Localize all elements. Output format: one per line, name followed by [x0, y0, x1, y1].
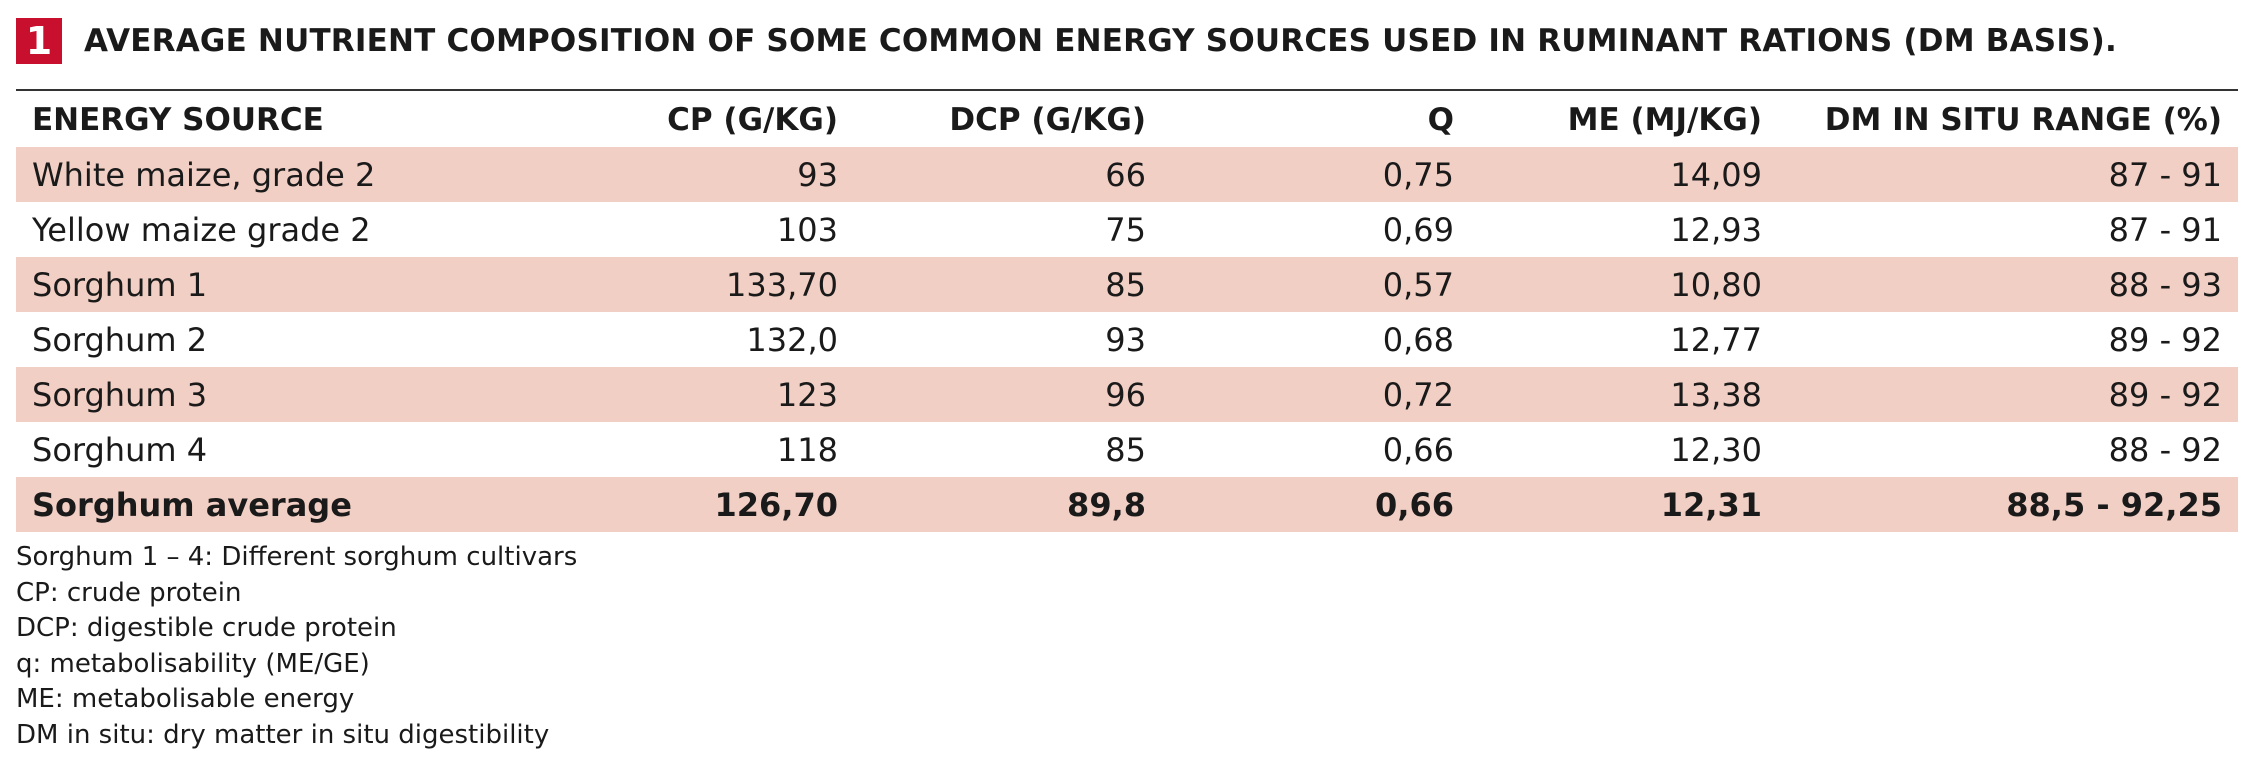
cell-q: 0,66: [1162, 477, 1470, 532]
footnote: q: metabolisability (ME/GE): [16, 648, 370, 679]
column-header-energy-source: ENERGY SOURCE: [32, 101, 324, 138]
cell-me: 10,80: [1470, 257, 1778, 312]
cell-cp: 133,70: [576, 257, 854, 312]
cell-cp: 126,70: [576, 477, 854, 532]
cell-dcp: 89,8: [854, 477, 1162, 532]
cell-dm-in-situ: 88,5 - 92,25: [1778, 477, 2238, 532]
cell-dm-in-situ: 89 - 92: [2108, 320, 2222, 359]
cell-me: 12,93: [1670, 210, 1762, 249]
footnote: CP: crude protein: [16, 577, 242, 608]
cell-q: 0,66: [1382, 430, 1454, 469]
footnote: ME: metabolisable energy: [16, 684, 355, 714]
column-header-dm-in-situ: DM IN SITU RANGE (%): [1824, 101, 2222, 138]
cell-dcp: 85: [854, 257, 1162, 312]
cell-energy-source: Sorghum average: [16, 477, 576, 532]
cell-dm-in-situ: 88 - 93: [1778, 257, 2238, 312]
column-header-dcp: DCP (G/KG): [949, 101, 1146, 138]
cell-dcp: 85: [1105, 430, 1146, 469]
cell-dcp: 93: [1105, 320, 1146, 359]
cell-cp: 103: [776, 210, 838, 249]
cell-q: 0,69: [1382, 210, 1454, 249]
cell-dm-in-situ: 87 - 91: [2108, 210, 2222, 249]
cell-cp: 118: [776, 430, 838, 469]
cell-dm-in-situ: 89 - 92: [1778, 367, 2238, 422]
table-row: Sorghum 1 133,70 85 0,57 10,80 88 - 93: [16, 257, 2238, 312]
table-row: Sorghum 2 132,0 93 0,68 12,77 89 - 92: [16, 312, 2238, 367]
table-row: White maize, grade 2 93 66 0,75 14,09 87…: [16, 147, 2238, 202]
cell-q: 0,68: [1382, 320, 1454, 359]
table-header-row: ENERGY SOURCE CP (G/KG) DCP (G/KG) Q ME …: [16, 92, 2238, 147]
column-header-me: ME (MJ/KG): [1567, 101, 1762, 138]
column-header-cp: CP (G/KG): [667, 101, 838, 138]
cell-energy-source: Yellow maize grade 2: [32, 210, 371, 249]
table-number-badge: 1: [16, 18, 62, 64]
cell-q: 0,72: [1162, 367, 1470, 422]
table-row: Sorghum 4 118 85 0,66 12,30 88 - 92: [16, 422, 2238, 477]
cell-me: 12,30: [1670, 430, 1762, 469]
cell-dm-in-situ: 87 - 91: [1778, 147, 2238, 202]
cell-dcp: 75: [1105, 210, 1146, 249]
table-row-average: Sorghum average 126,70 89,8 0,66 12,31 8…: [16, 477, 2238, 532]
cell-energy-source: Sorghum 3: [16, 367, 576, 422]
footnote: Sorghum 1 – 4: Different sorghum cultiva…: [16, 542, 578, 572]
cell-q: 0,57: [1162, 257, 1470, 312]
cell-dcp: 66: [854, 147, 1162, 202]
nutrient-table: ENERGY SOURCE CP (G/KG) DCP (G/KG) Q ME …: [16, 92, 2238, 532]
cell-q: 0,75: [1162, 147, 1470, 202]
table-footnotes: Sorghum 1 – 4: Different sorghum cultiva…: [16, 540, 577, 753]
cell-energy-source: White maize, grade 2: [16, 147, 576, 202]
footnote: DCP: digestible crude protein: [16, 613, 397, 643]
cell-dm-in-situ: 88 - 92: [2108, 430, 2222, 469]
table-title-row: 1 AVERAGE NUTRIENT COMPOSITION OF SOME C…: [16, 18, 2117, 64]
cell-cp: 93: [576, 147, 854, 202]
header-rule: [16, 89, 2238, 91]
column-header-q: Q: [1427, 101, 1454, 138]
cell-dcp: 96: [854, 367, 1162, 422]
cell-me: 12,31: [1470, 477, 1778, 532]
cell-cp: 132,0: [746, 320, 838, 359]
table-row: Yellow maize grade 2 103 75 0,69 12,93 8…: [16, 202, 2238, 257]
cell-energy-source: Sorghum 1: [16, 257, 576, 312]
cell-me: 13,38: [1470, 367, 1778, 422]
cell-cp: 123: [576, 367, 854, 422]
cell-me: 12,77: [1670, 320, 1762, 359]
table-title: AVERAGE NUTRIENT COMPOSITION OF SOME COM…: [84, 23, 2117, 59]
footnote: DM in situ: dry matter in situ digestibi…: [16, 719, 550, 750]
cell-energy-source: Sorghum 2: [32, 320, 208, 359]
cell-me: 14,09: [1470, 147, 1778, 202]
table-row: Sorghum 3 123 96 0,72 13,38 89 - 92: [16, 367, 2238, 422]
cell-energy-source: Sorghum 4: [32, 430, 208, 469]
